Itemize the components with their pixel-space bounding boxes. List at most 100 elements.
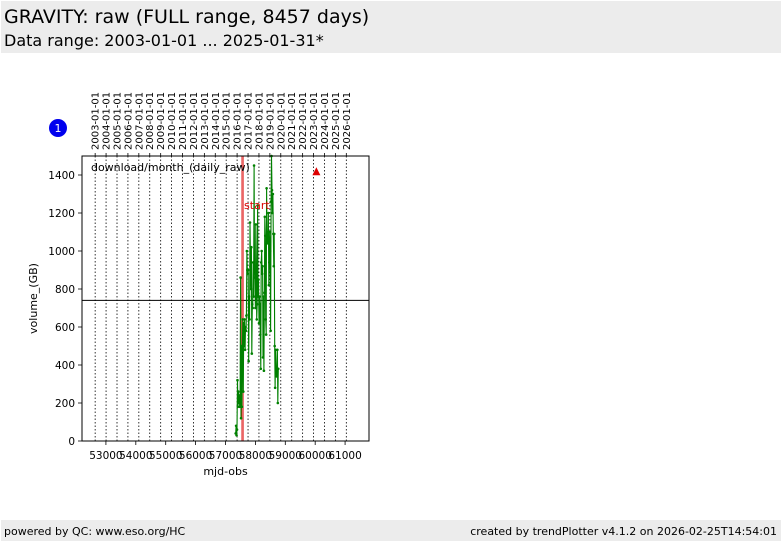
top-date-label: 2012-01-01 [189, 92, 200, 150]
data-point [235, 428, 239, 431]
data-point [258, 302, 262, 306]
data-point [263, 215, 267, 219]
data-point [252, 164, 256, 167]
data-point [269, 329, 272, 333]
data-point [268, 249, 272, 253]
y-tick-label: 1200 [48, 208, 75, 220]
data-point [239, 416, 243, 420]
y-tick-label: 200 [55, 398, 75, 410]
data-point [252, 295, 255, 298]
x-tick-label: 57000 [209, 450, 242, 462]
data-point [260, 249, 263, 253]
data-point [276, 367, 280, 371]
data-point [276, 348, 279, 352]
top-date-label: 2011-01-01 [178, 92, 189, 150]
data-point [243, 348, 247, 352]
data-point [267, 283, 271, 287]
data-point [263, 291, 266, 295]
x-tick-label: 60000 [298, 450, 331, 462]
x-tick-label: 61000 [328, 450, 361, 462]
data-point [251, 261, 255, 264]
data-point [242, 344, 246, 348]
data-point [257, 278, 260, 281]
data-point [275, 371, 279, 374]
page-subtitle: Data range: 2003-01-01 ... 2025-01-31* [4, 31, 324, 50]
data-point [244, 325, 247, 329]
data-point [247, 295, 251, 298]
data-point [236, 405, 240, 409]
start-annotation: start [244, 199, 270, 212]
data-point [248, 221, 252, 224]
data-point [242, 321, 246, 325]
data-point [265, 187, 268, 190]
data-point [256, 204, 259, 207]
data-point [238, 401, 242, 405]
x-tick-label: 53000 [89, 450, 122, 462]
data-point [261, 356, 265, 359]
data-point [250, 245, 253, 249]
data-point [273, 344, 276, 348]
data-point [246, 272, 250, 276]
data-point [248, 318, 251, 321]
top-date-label: 2015-01-01 [222, 92, 233, 150]
badge-label: 1 [55, 122, 62, 135]
data-point [276, 401, 280, 405]
x-tick-label: 59000 [269, 450, 302, 462]
top-date-label: 2017-01-01 [244, 92, 255, 150]
data-point [260, 272, 264, 276]
data-point [267, 261, 271, 264]
data-point [272, 264, 276, 268]
data-point [259, 367, 263, 371]
data-point [236, 378, 239, 382]
data-point [258, 295, 261, 298]
y-tick-label: 600 [55, 322, 75, 334]
data-point [266, 230, 269, 234]
top-date-label: 2023-01-01 [309, 92, 320, 150]
top-date-label: 2003-01-01 [91, 92, 102, 150]
data-point [264, 318, 268, 321]
data-point [239, 276, 242, 279]
top-date-label: 2009-01-01 [156, 92, 167, 150]
y-tick-label: 1000 [48, 246, 75, 258]
triangle-marker [312, 167, 321, 176]
top-date-label: 2024-01-01 [320, 92, 331, 150]
y-tick-label: 1400 [48, 170, 75, 182]
data-point [259, 261, 263, 264]
data-point [240, 405, 244, 409]
top-date-label: 2014-01-01 [211, 92, 222, 150]
top-date-label: 2020-01-01 [276, 92, 287, 150]
data-point [274, 348, 277, 352]
data-point [272, 232, 276, 236]
x-axis-label: mjd-obs [203, 465, 248, 478]
badge-circle [49, 119, 67, 137]
data-point [237, 390, 240, 393]
data-point [244, 329, 248, 333]
series-line [235, 155, 279, 436]
top-date-label: 2010-01-01 [167, 92, 178, 150]
data-point [241, 390, 245, 393]
top-date-label: 2008-01-01 [145, 92, 156, 150]
top-date-label: 2016-01-01 [233, 92, 244, 150]
data-point [247, 359, 250, 363]
top-date-label: 2022-01-01 [298, 92, 309, 150]
data-point [271, 211, 274, 215]
data-point [241, 348, 244, 352]
page-title: GRAVITY: raw (FULL range, 8457 days) [4, 6, 370, 28]
y-tick-label: 0 [68, 436, 75, 448]
data-point [266, 240, 270, 243]
data-point [254, 264, 258, 268]
data-point [259, 333, 262, 336]
data-point [273, 386, 277, 390]
top-date-label: 2019-01-01 [265, 92, 276, 150]
footer-band [1, 520, 781, 541]
top-date-label: 2026-01-01 [342, 92, 353, 150]
data-point [261, 264, 264, 268]
x-tick-label: 54000 [119, 450, 152, 462]
footer-version: created by trendPlotter v4.1.2 on 2026-0… [470, 525, 777, 538]
data-point [274, 367, 278, 371]
top-date-label: 2025-01-01 [331, 92, 342, 150]
x-tick-label: 58000 [239, 450, 272, 462]
figure-number-badge: 1 [49, 119, 67, 137]
data-point [249, 264, 252, 268]
